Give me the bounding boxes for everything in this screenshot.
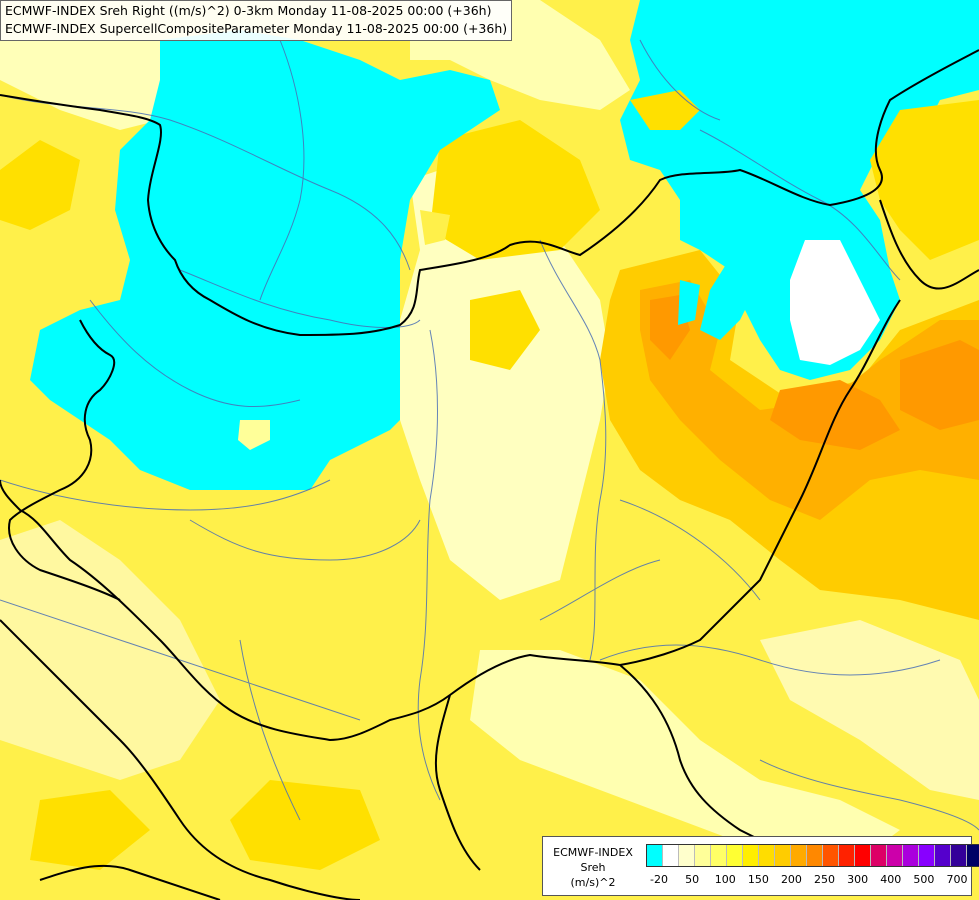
cyan-blob-hole-2: [420, 210, 450, 245]
legend-label-line-3: (m/s)^2: [570, 876, 616, 889]
legend-swatch: [855, 845, 871, 866]
legend-swatch: [823, 845, 839, 866]
legend-swatch: [711, 845, 727, 866]
borders: [0, 49, 979, 900]
orange-zone-core-2: [770, 380, 900, 450]
legend-tick-label: 700: [946, 873, 968, 886]
white-pocket: [790, 240, 880, 365]
legend-swatch: [903, 845, 919, 866]
legend-tick-label: 500: [913, 873, 935, 886]
legend-tick-label: 400: [880, 873, 902, 886]
legend-swatch: [663, 845, 679, 866]
legend-swatches: [646, 844, 979, 867]
legend-swatch: [871, 845, 887, 866]
yellow-blob-5: [30, 790, 150, 870]
legend-swatch: [935, 845, 951, 866]
pale-region-west: [0, 520, 220, 780]
legend-swatch: [791, 845, 807, 866]
legend-swatch: [887, 845, 903, 866]
legend-swatch: [807, 845, 823, 866]
legend-swatch: [679, 845, 695, 866]
legend-swatch: [743, 845, 759, 866]
legend-swatch: [839, 845, 855, 866]
legend-label-line-1: ECMWF-INDEX: [553, 846, 633, 859]
legend-ticks: -20 50 100 150 200 250 300 400 500 700: [639, 873, 969, 889]
legend-label-line-2: Sreh: [580, 861, 606, 874]
yellow-blob-1: [430, 120, 600, 260]
legend-swatch: [775, 845, 791, 866]
legend-tick-label: 200: [780, 873, 802, 886]
title-box: ECMWF-INDEX Sreh Right ((m/s)^2) 0-3km M…: [0, 0, 513, 41]
legend-tick-label: 150: [747, 873, 769, 886]
legend-swatch: [647, 845, 663, 866]
legend-tick-label: 100: [714, 873, 736, 886]
pale-region-north: [0, 40, 200, 130]
orange-zone-mid: [640, 280, 979, 520]
cyan-finger: [700, 240, 760, 340]
legend-swatch: [919, 845, 935, 866]
yellow-blob-3: [0, 140, 80, 230]
legend-swatch: [967, 845, 979, 866]
title-line-1: ECMWF-INDEX Sreh Right ((m/s)^2) 0-3km M…: [5, 3, 492, 18]
legend-swatch: [695, 845, 711, 866]
pale-region-center: [400, 160, 610, 600]
cyan-finger-2: [678, 280, 700, 325]
legend-tick-label: -20: [650, 873, 668, 886]
legend-tick-label: 250: [814, 873, 836, 886]
pale-region-south: [470, 650, 900, 860]
cyan-region-east: [620, 0, 979, 380]
legend-swatch: [727, 845, 743, 866]
yellow-blob-2: [230, 780, 380, 870]
orange-zone-core-3: [900, 340, 979, 430]
cyan-blob-hole: [238, 420, 270, 450]
rivers: [0, 39, 979, 831]
legend-label: ECMWF-INDEX Sreh (m/s)^2: [547, 845, 639, 890]
legend-tick-label: 300: [847, 873, 869, 886]
legend-swatch: [759, 845, 775, 866]
legend-tick-label: 50: [685, 873, 700, 886]
cyan-inner-hole: [630, 90, 700, 130]
title-line-2: ECMWF-INDEX SupercellCompositeParameter …: [5, 21, 508, 36]
yellow-blob-4: [470, 290, 540, 370]
legend-swatch: [951, 845, 967, 866]
color-legend: ECMWF-INDEX Sreh (m/s)^2 -20 50 100 150 200 2…: [542, 836, 979, 896]
yellow-wedge-ne: [870, 100, 979, 260]
cyan-region-west: [30, 30, 500, 490]
